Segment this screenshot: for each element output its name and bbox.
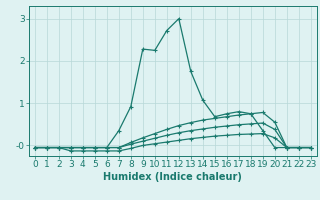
- X-axis label: Humidex (Indice chaleur): Humidex (Indice chaleur): [103, 172, 242, 182]
